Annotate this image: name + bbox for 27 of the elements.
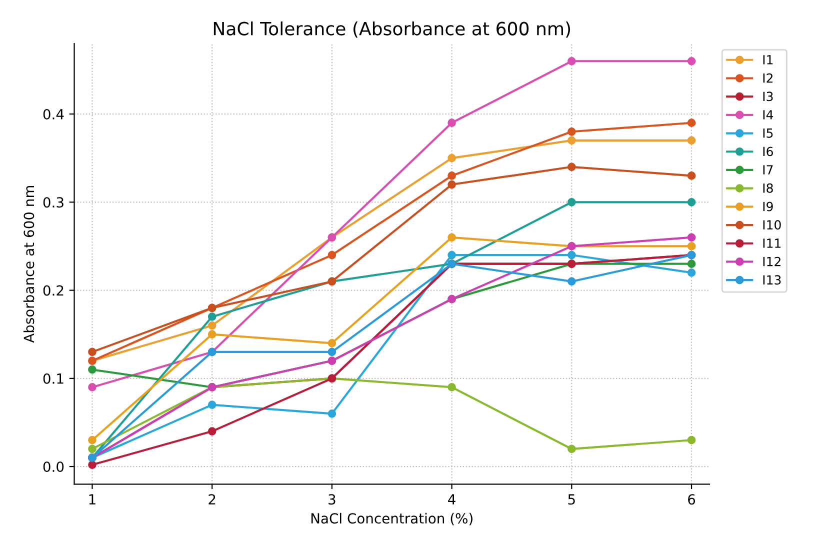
legend-label: I8 <box>763 183 773 193</box>
legend-label: I6 <box>763 146 773 156</box>
legend-label: I5 <box>763 128 773 138</box>
x-tick-label: 3 <box>328 494 336 505</box>
x-tick-label: 1 <box>89 494 96 504</box>
y-tick-label: 0.4 <box>43 108 64 120</box>
x-tick-label: 4 <box>448 494 456 504</box>
x-axis-title: NaCl Concentration (%) <box>311 512 472 526</box>
legend-label: I2 <box>763 73 772 83</box>
chart-title: NaCl Tolerance (Absorbance at 600 nm) <box>214 21 570 38</box>
y-tick-label: 0.3 <box>43 197 64 208</box>
legend-label: I4 <box>763 110 774 120</box>
y-tick-label: 0.2 <box>43 285 64 296</box>
legend-label: I1 <box>763 55 773 64</box>
legend-label: I3 <box>763 92 773 102</box>
legend-label: I13 <box>763 275 781 285</box>
y-axis-title: Absorbance at 600 nm <box>23 186 34 343</box>
legend-label: I11 <box>763 238 781 248</box>
x-tick-label: 2 <box>208 494 216 504</box>
legend-label: I7 <box>763 165 773 174</box>
x-tick-label: 6 <box>688 494 696 505</box>
legend-label: I10 <box>763 220 781 230</box>
x-tick-label: 5 <box>568 494 575 505</box>
legend-label: I9 <box>763 202 773 212</box>
y-tick-label: 0.1 <box>43 373 64 384</box>
legend-label: I12 <box>763 256 780 266</box>
y-tick-label: 0.0 <box>43 462 64 472</box>
